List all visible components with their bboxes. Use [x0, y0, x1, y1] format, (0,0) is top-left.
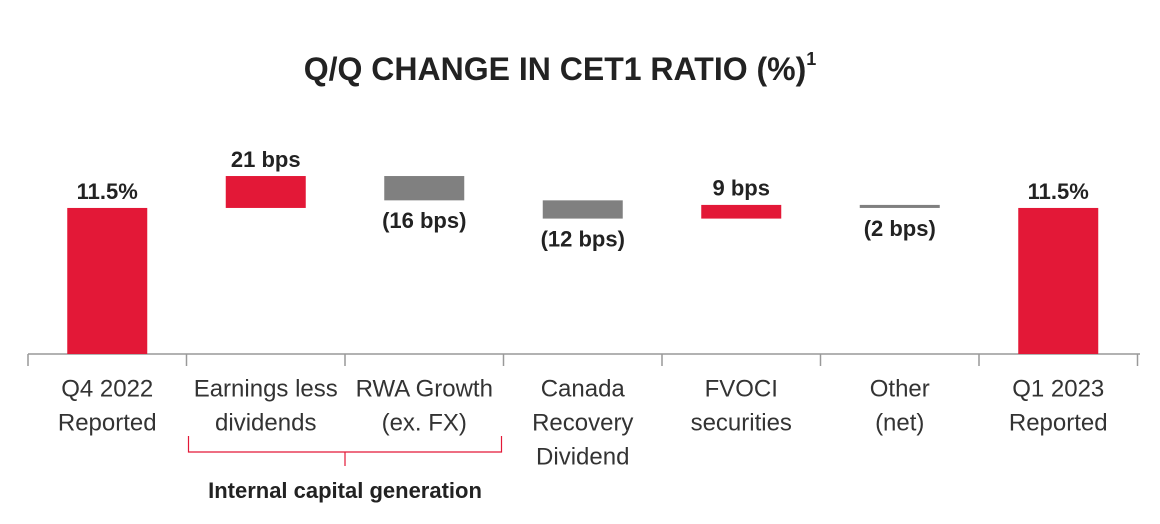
- x-tick-label: RWA Growth: [356, 375, 493, 402]
- title-note: 1: [806, 49, 816, 69]
- value-label: 9 bps: [713, 176, 770, 201]
- bar: [701, 204, 782, 219]
- x-tick-label: securities: [691, 409, 792, 436]
- x-tick-label: Other: [870, 375, 930, 402]
- bar: [67, 207, 148, 354]
- x-tick-label: Recovery: [532, 409, 633, 436]
- bracket: [187, 436, 503, 466]
- bar: [225, 176, 306, 208]
- value-label: 21 bps: [231, 147, 301, 172]
- value-label: 11.5%: [1028, 179, 1089, 204]
- value-label: 11.5%: [77, 179, 138, 204]
- x-tick-label: dividends: [215, 409, 316, 436]
- x-tick-label: Q1 2023: [1012, 375, 1104, 402]
- bar: [384, 176, 465, 201]
- bar: [1018, 207, 1099, 354]
- x-tick-label: Canada: [541, 375, 626, 402]
- chart-title: Q/Q CHANGE IN CET1 RATIO (%)1: [304, 49, 817, 88]
- x-tick-label: FVOCI: [705, 375, 778, 402]
- x-tick-label: (ex. FX): [382, 409, 467, 436]
- x-tick-label: Reported: [58, 409, 157, 436]
- annotation: Internal capital generation: [208, 478, 482, 503]
- title-text: Q/Q CHANGE IN CET1 RATIO (%): [304, 51, 807, 87]
- x-tick-label: Q4 2022: [61, 375, 153, 402]
- bar: [859, 204, 940, 208]
- value-label: (16 bps): [382, 208, 466, 233]
- value-label: (2 bps): [864, 216, 936, 241]
- value-label: (12 bps): [541, 226, 625, 251]
- x-tick-label: Dividend: [536, 443, 629, 470]
- bar: [542, 200, 623, 219]
- x-tick-label: Earnings less: [194, 375, 338, 402]
- x-tick-label: Reported: [1009, 409, 1108, 436]
- x-tick-label: (net): [875, 409, 924, 436]
